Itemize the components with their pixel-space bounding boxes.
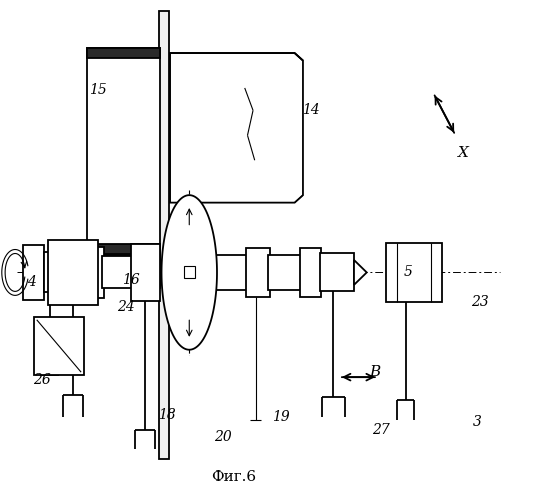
Bar: [320, 254, 354, 292]
Polygon shape: [170, 53, 303, 203]
Bar: [208, 255, 249, 290]
Text: 23: 23: [471, 296, 489, 310]
Bar: [23, 245, 44, 300]
Bar: [87, 48, 160, 58]
Text: 14: 14: [302, 104, 320, 118]
Text: 18: 18: [158, 408, 176, 422]
Bar: [44, 252, 78, 292]
Text: B: B: [369, 365, 381, 379]
Bar: [87, 48, 160, 255]
Text: 16: 16: [122, 273, 140, 287]
Text: 20: 20: [214, 430, 231, 444]
Text: Фиг.6: Фиг.6: [211, 470, 256, 484]
Bar: [77, 246, 104, 298]
Bar: [131, 244, 160, 302]
Text: X: X: [458, 146, 469, 160]
Polygon shape: [162, 195, 217, 350]
Text: 19: 19: [272, 410, 290, 424]
Bar: [159, 10, 168, 460]
Text: 3: 3: [473, 415, 482, 429]
Bar: [48, 240, 98, 305]
Bar: [268, 255, 302, 290]
Text: 5: 5: [404, 266, 413, 280]
Bar: [386, 242, 441, 302]
Text: 26: 26: [33, 372, 51, 386]
Bar: [34, 318, 84, 374]
Bar: [300, 248, 321, 298]
Bar: [246, 248, 270, 298]
Bar: [102, 256, 160, 288]
Text: 27: 27: [372, 422, 390, 436]
Text: 4: 4: [27, 276, 36, 289]
Bar: [183, 266, 195, 278]
Polygon shape: [354, 260, 367, 285]
Bar: [87, 244, 160, 254]
Text: 24: 24: [117, 300, 135, 314]
Text: 15: 15: [89, 84, 107, 98]
